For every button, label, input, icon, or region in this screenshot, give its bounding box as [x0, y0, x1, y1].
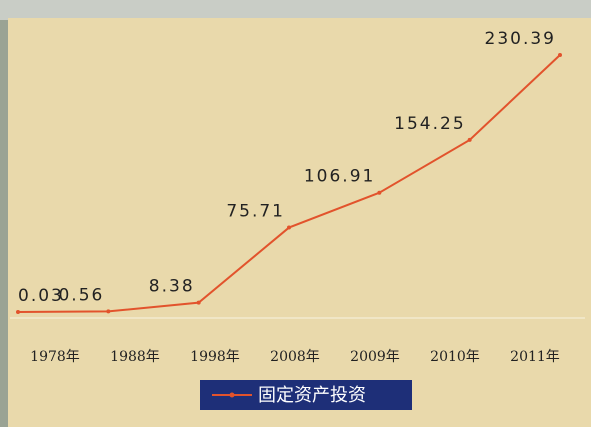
data-point: [467, 137, 472, 142]
data-label: 230.39: [485, 29, 556, 49]
x-tick-label: 2011年: [510, 349, 560, 365]
data-point: [558, 53, 562, 57]
x-tick-label: 2008年: [270, 349, 320, 365]
data-label: 75.71: [226, 202, 285, 222]
x-tick-label: 1998年: [190, 349, 240, 365]
data-point: [287, 225, 291, 230]
x-tick-label: 1988年: [110, 349, 160, 365]
data-point: [196, 300, 201, 305]
x-tick-label: 2010年: [430, 349, 480, 365]
data-label: 0.56: [58, 285, 104, 305]
data-label: 154.25: [394, 114, 465, 134]
data-label: 106.91: [304, 167, 375, 187]
data-label: 8.38: [149, 277, 195, 297]
legend-marker: [229, 392, 235, 398]
x-tick-label: 1978年: [30, 349, 80, 365]
legend-label: 固定资产投资: [258, 385, 366, 406]
building-strip: [0, 0, 591, 20]
data-point: [377, 190, 382, 195]
x-tick-label: 2009年: [350, 349, 400, 365]
data-point: [106, 309, 111, 314]
data-label: 0.03: [18, 286, 64, 306]
data-point: [16, 309, 20, 314]
